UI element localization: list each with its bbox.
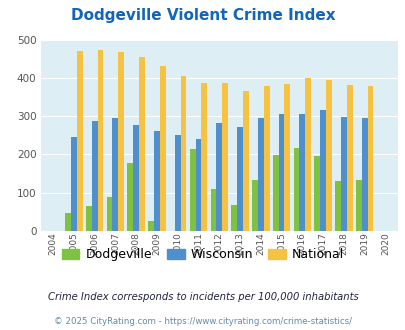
Bar	[257, 118, 263, 231]
Bar	[278, 114, 284, 231]
Bar	[222, 83, 227, 231]
Bar	[148, 221, 153, 231]
Bar	[325, 80, 331, 231]
Text: © 2025 CityRating.com - https://www.cityrating.com/crime-statistics/: © 2025 CityRating.com - https://www.city…	[54, 317, 351, 326]
Bar	[293, 148, 298, 231]
Bar	[340, 116, 346, 231]
Bar	[355, 180, 361, 231]
Bar	[284, 84, 290, 231]
Bar	[195, 139, 201, 231]
Bar	[107, 197, 112, 231]
Bar	[160, 66, 165, 231]
Bar	[231, 205, 237, 231]
Bar	[334, 181, 340, 231]
Bar	[133, 125, 139, 231]
Bar	[180, 76, 186, 231]
Bar	[367, 85, 373, 231]
Bar	[139, 57, 145, 231]
Bar	[361, 118, 367, 231]
Text: Crime Index corresponds to incidents per 100,000 inhabitants: Crime Index corresponds to incidents per…	[47, 292, 358, 302]
Bar	[320, 110, 325, 231]
Bar	[201, 83, 207, 231]
Bar	[97, 50, 103, 231]
Text: Dodgeville Violent Crime Index: Dodgeville Violent Crime Index	[70, 8, 335, 23]
Bar	[153, 131, 160, 231]
Bar	[272, 155, 278, 231]
Bar	[86, 206, 92, 231]
Bar	[298, 114, 305, 231]
Bar	[346, 85, 352, 231]
Legend: Dodgeville, Wisconsin, National: Dodgeville, Wisconsin, National	[57, 243, 348, 266]
Bar	[313, 156, 320, 231]
Bar	[252, 180, 257, 231]
Bar	[77, 51, 82, 231]
Bar	[71, 137, 77, 231]
Bar	[189, 149, 195, 231]
Bar	[92, 121, 97, 231]
Bar	[210, 189, 216, 231]
Bar	[237, 127, 242, 231]
Bar	[175, 135, 180, 231]
Bar	[127, 163, 133, 231]
Bar	[305, 78, 310, 231]
Bar	[242, 90, 248, 231]
Bar	[216, 123, 222, 231]
Bar	[263, 86, 269, 231]
Bar	[65, 213, 71, 231]
Bar	[118, 52, 124, 231]
Bar	[112, 118, 118, 231]
